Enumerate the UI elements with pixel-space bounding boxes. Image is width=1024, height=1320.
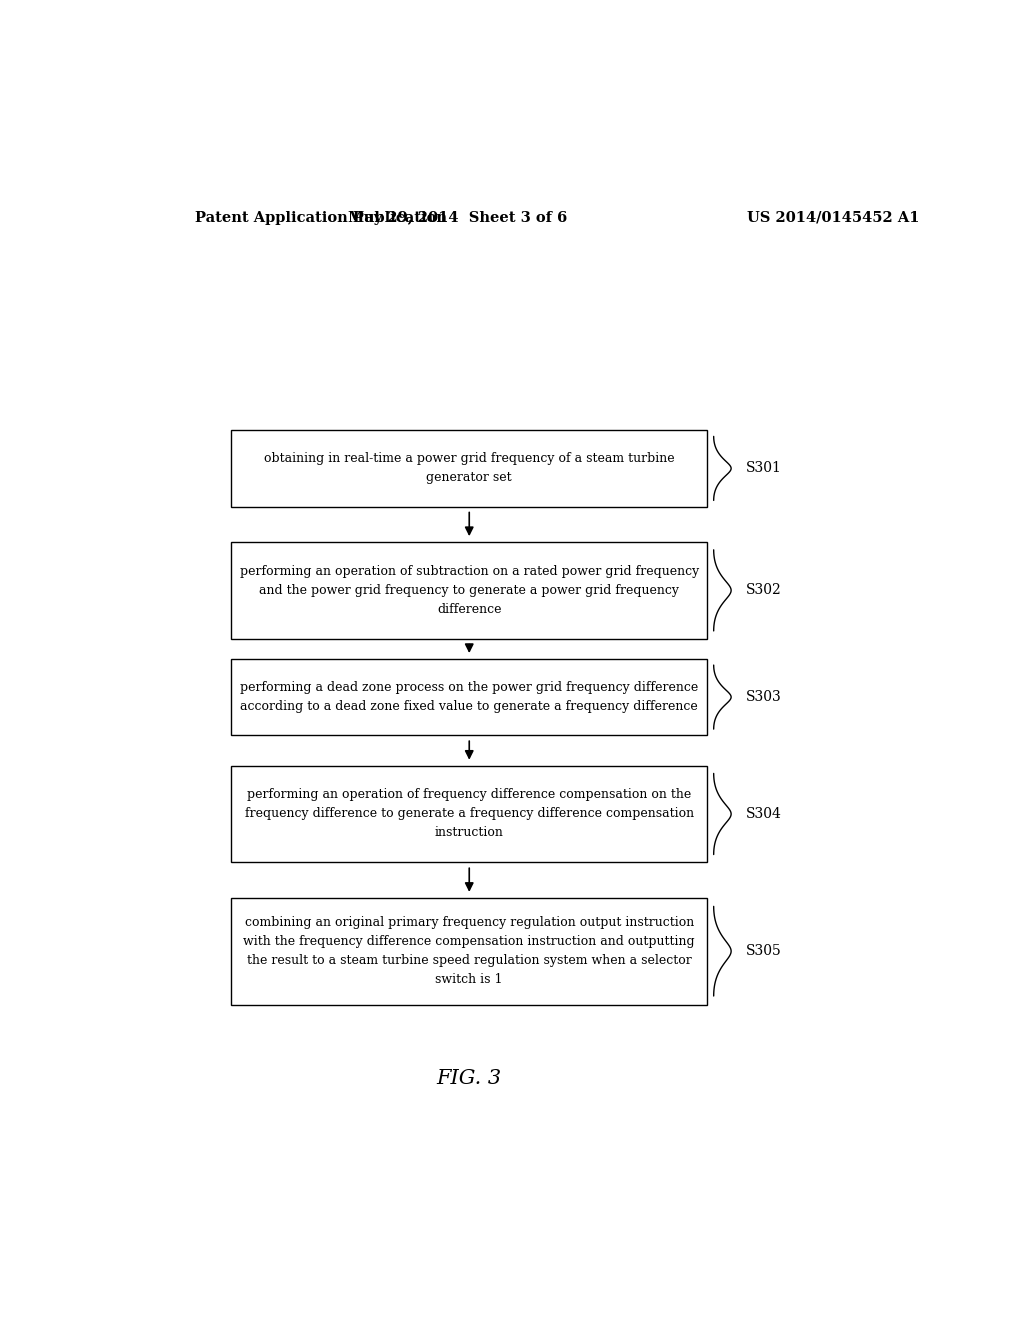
Text: S305: S305 [745,944,781,958]
Bar [231,430,708,507]
Text: obtaining in real-time a power grid frequency of a steam turbine
generator set: obtaining in real-time a power grid freq… [264,453,675,484]
Bar [231,659,708,735]
Bar [231,766,708,862]
Text: US 2014/0145452 A1: US 2014/0145452 A1 [748,211,920,224]
Text: S302: S302 [745,583,781,598]
Text: S301: S301 [745,462,781,475]
Text: FIG. 3: FIG. 3 [436,1069,502,1088]
Text: S303: S303 [745,690,781,704]
Bar [231,898,708,1005]
Text: performing an operation of subtraction on a rated power grid frequency
and the p: performing an operation of subtraction o… [240,565,698,616]
Bar [231,543,708,639]
Text: performing an operation of frequency difference compensation on the
frequency di: performing an operation of frequency dif… [245,788,694,840]
Text: combining an original primary frequency regulation output instruction
with the f: combining an original primary frequency … [244,916,695,986]
Text: performing a dead zone process on the power grid frequency difference
according : performing a dead zone process on the po… [240,681,698,713]
Text: S304: S304 [745,807,781,821]
Text: Patent Application Publication: Patent Application Publication [196,211,447,224]
Text: May 29, 2014  Sheet 3 of 6: May 29, 2014 Sheet 3 of 6 [348,211,567,224]
